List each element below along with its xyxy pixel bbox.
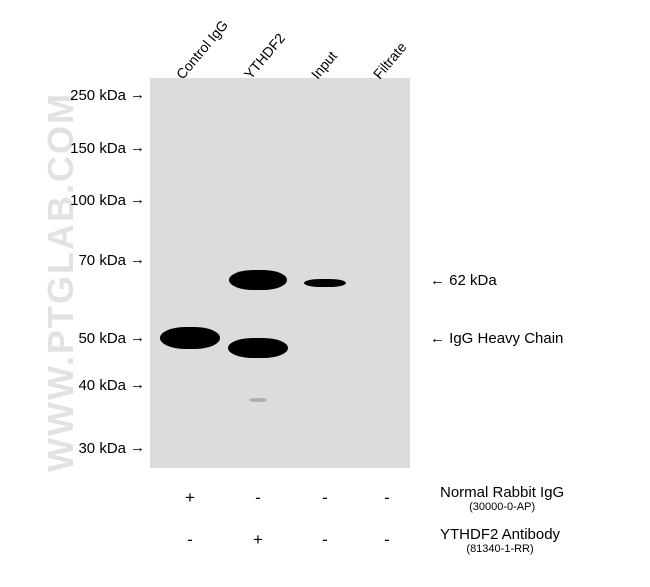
mw-label-30: 30 kDa <box>66 440 126 457</box>
mw-arrow-icon: → <box>130 439 145 456</box>
lane-label-2: Input <box>308 48 340 82</box>
treatment-r0-c1: - <box>248 488 268 508</box>
band-ythdf2-input <box>304 279 346 287</box>
treatment-r1-main: YTHDF2 Antibody <box>440 526 560 543</box>
mw-arrow-icon: → <box>130 251 145 268</box>
band-faint-lane2 <box>249 398 267 402</box>
treatment-r1-c0: - <box>180 530 200 550</box>
mw-label-250: 250 kDa <box>58 87 126 104</box>
treatment-r1-c3: - <box>377 530 397 550</box>
right-annot-igg-hc: ← IgG Heavy Chain <box>430 330 563 347</box>
mw-label-40: 40 kDa <box>66 377 126 394</box>
treatment-r0-label: Normal Rabbit IgG (30000-0-AP) <box>440 484 564 513</box>
mw-arrow-icon: → <box>130 86 145 103</box>
figure-container: WWW.PTGLAB.COM Control IgG YTHDF2 Input … <box>0 0 650 587</box>
annot-igg-hc-label: IgG Heavy Chain <box>449 330 563 347</box>
arrow-left-icon: ← <box>430 272 445 289</box>
treatment-r1-c1: + <box>248 530 268 550</box>
treatment-r0-c0: + <box>180 488 200 508</box>
mw-label-70: 70 kDa <box>66 252 126 269</box>
band-igg-hc-lane2 <box>228 338 288 358</box>
treatment-r1-label: YTHDF2 Antibody (81340-1-RR) <box>440 526 560 555</box>
band-ythdf2-lane2 <box>229 270 287 290</box>
treatment-r0-c2: - <box>315 488 335 508</box>
treatment-r0-sub: (30000-0-AP) <box>440 501 564 513</box>
treatment-r0-c3: - <box>377 488 397 508</box>
mw-arrow-icon: → <box>130 329 145 346</box>
annot-62kda-label: 62 kDa <box>449 272 497 289</box>
treatment-r0-main: Normal Rabbit IgG <box>440 484 564 501</box>
mw-label-150: 150 kDa <box>58 140 126 157</box>
lane-label-3: Filtrate <box>370 39 410 82</box>
mw-label-50: 50 kDa <box>66 330 126 347</box>
treatment-r1-sub: (81340-1-RR) <box>440 543 560 555</box>
lane-label-1: YTHDF2 <box>241 30 288 82</box>
mw-label-100: 100 kDa <box>58 192 126 209</box>
treatment-r1-c2: - <box>315 530 335 550</box>
band-igg-hc-lane1 <box>160 327 220 349</box>
mw-arrow-icon: → <box>130 191 145 208</box>
arrow-left-icon: ← <box>430 330 445 347</box>
mw-arrow-icon: → <box>130 376 145 393</box>
mw-arrow-icon: → <box>130 139 145 156</box>
lane-label-0: Control IgG <box>173 17 231 82</box>
right-annot-62kda: ← 62 kDa <box>430 272 497 289</box>
